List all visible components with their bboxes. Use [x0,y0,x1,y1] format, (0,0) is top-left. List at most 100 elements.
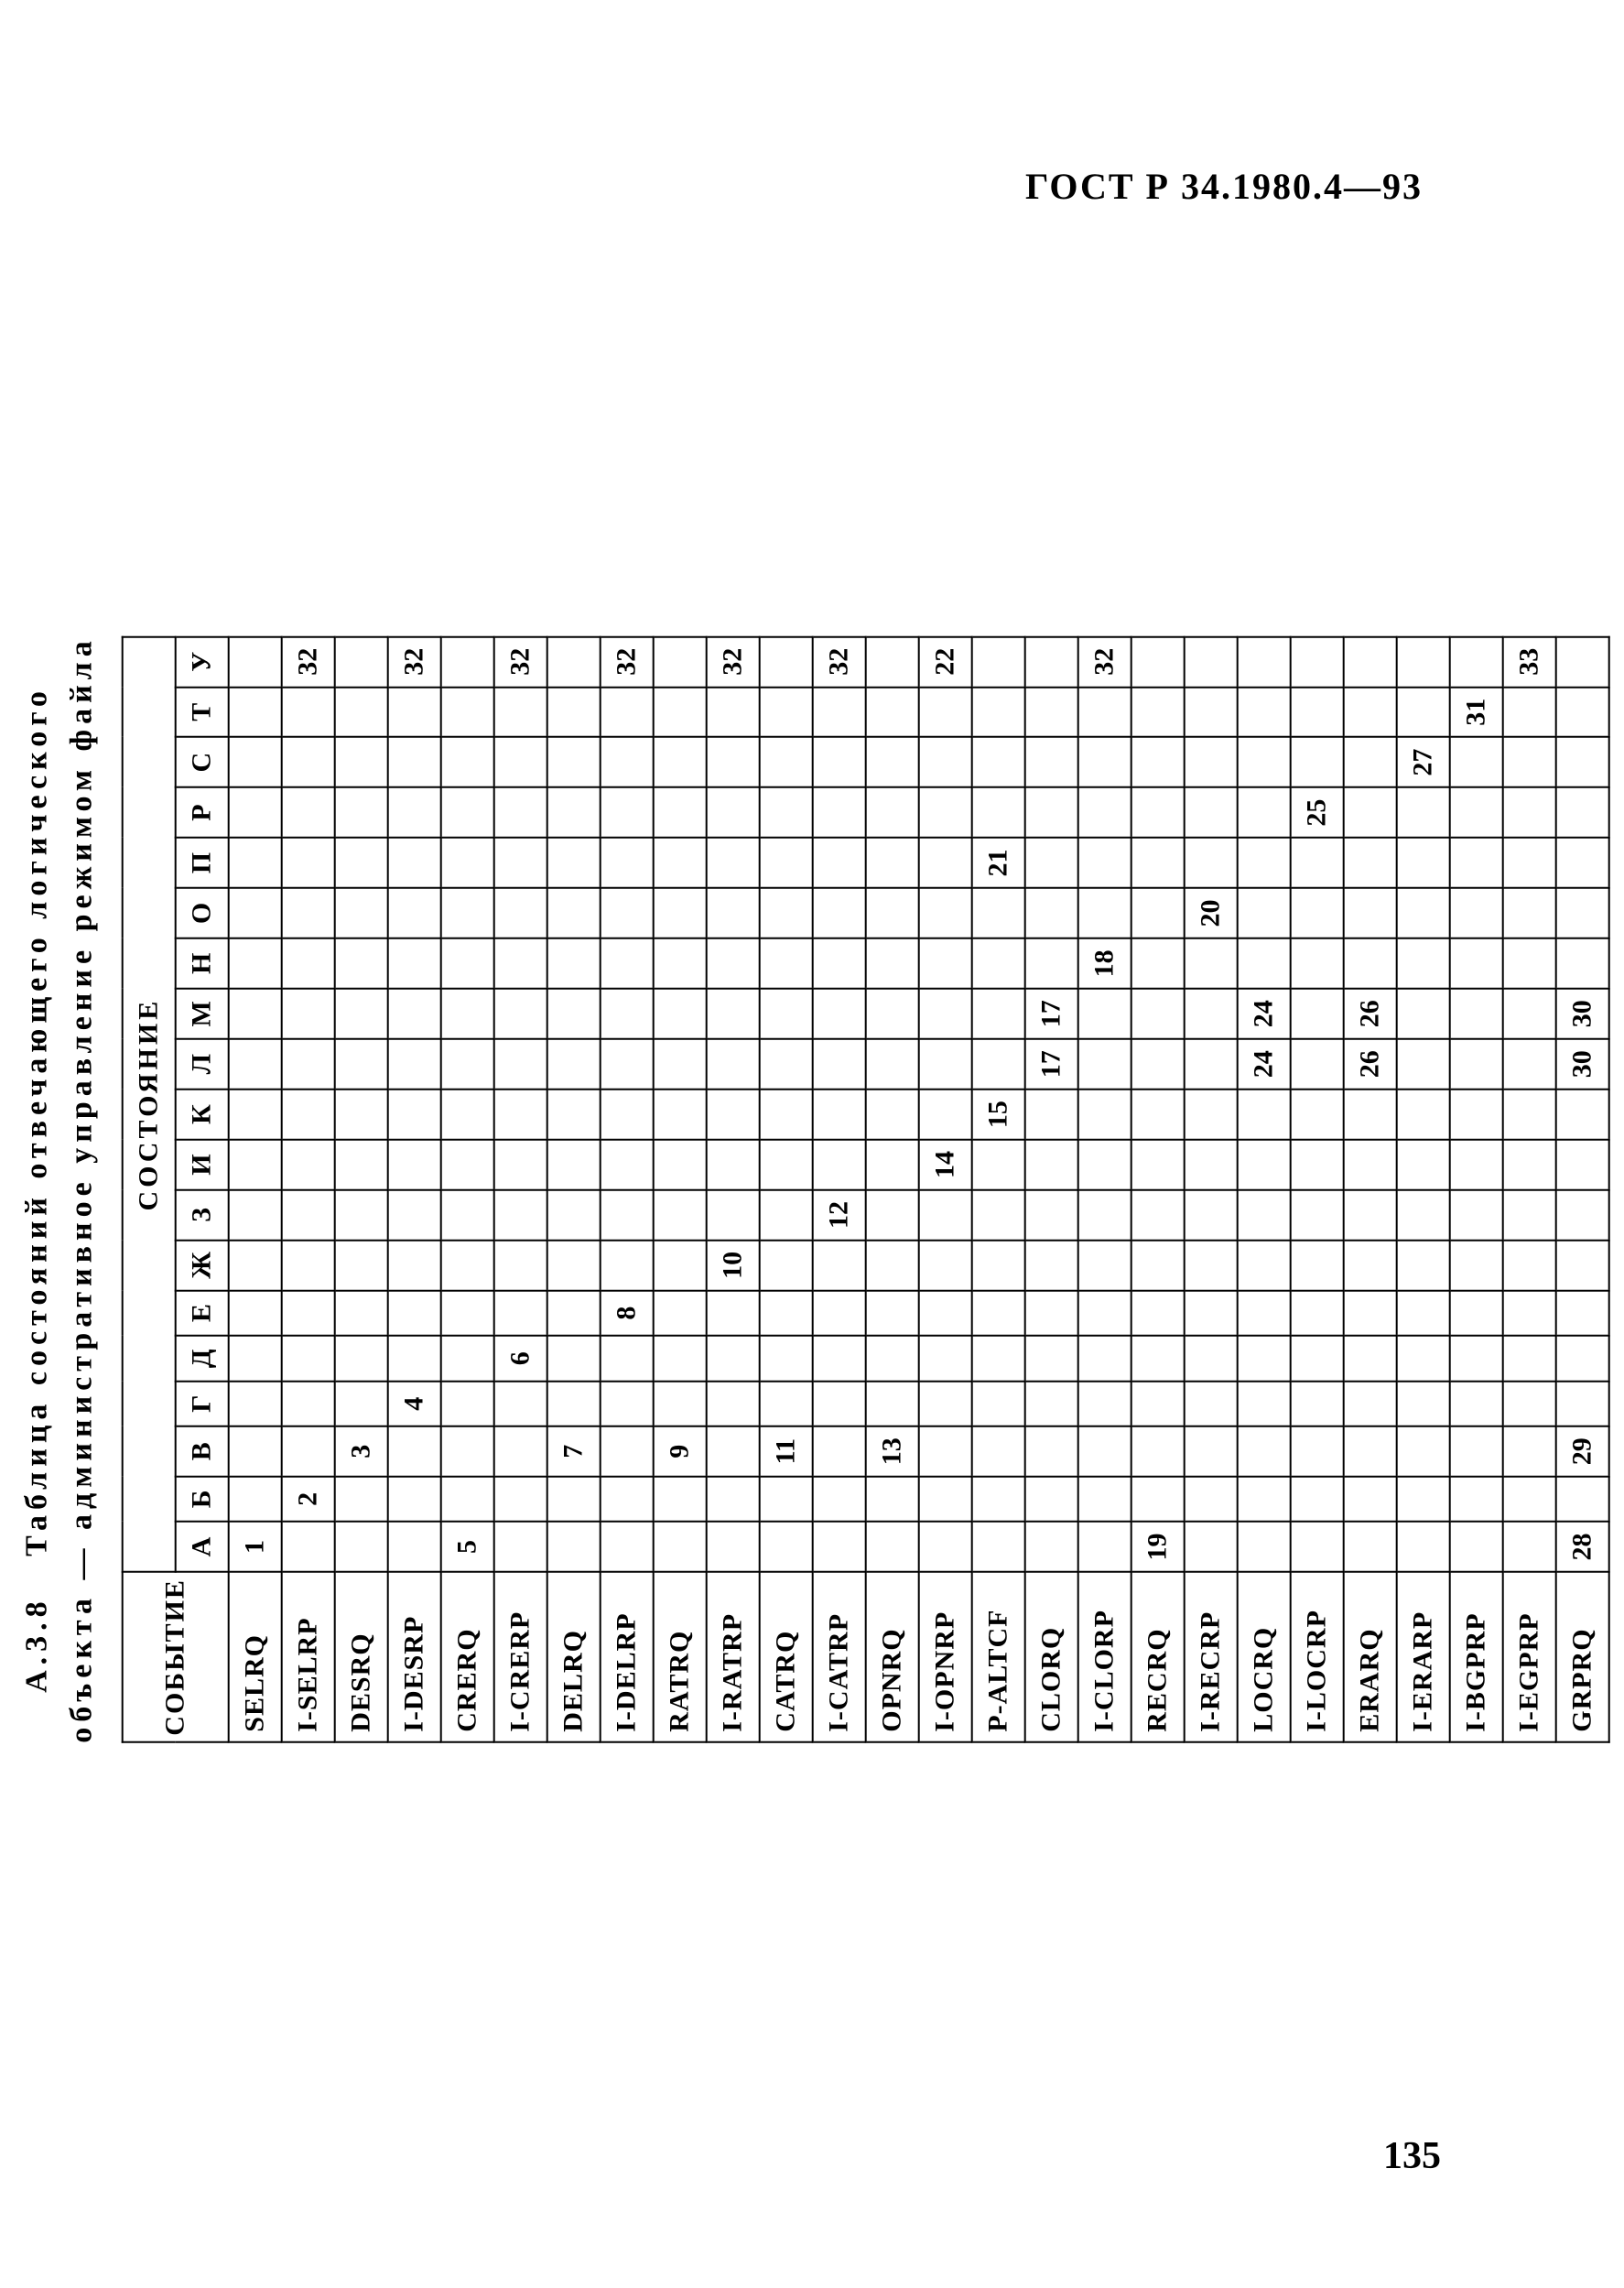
state-cell [653,1140,706,1190]
state-cell [281,1291,334,1337]
state-cell [493,1039,547,1090]
state-cell [1077,1426,1131,1477]
state-cell: 14 [918,1140,971,1190]
state-cell [865,637,918,688]
title-line-2: объекта — административное управление ре… [65,636,99,1743]
event-cell: OPNRQ [865,1572,918,1742]
state-cell [918,938,971,989]
state-cell [1184,1190,1237,1241]
state-cell: 24 [1237,989,1290,1039]
state-cell [812,1090,865,1140]
state-cell [865,688,918,738]
event-cell: I-DESRP [387,1572,440,1742]
state-cell [1396,1039,1449,1090]
state-cell [1237,938,1290,989]
state-cell [1449,1291,1502,1337]
state-cell [1343,637,1396,688]
state-cell [547,839,600,889]
state-cell: 12 [812,1190,865,1241]
table-row: I-SELRP232 [281,637,334,1742]
state-cell [440,1477,493,1522]
state-cell [1024,938,1077,989]
state-cell [653,738,706,788]
state-cell [812,688,865,738]
state-cell: 27 [1396,738,1449,788]
state-cell [387,938,440,989]
state-cell [1290,1039,1343,1090]
state-cell [918,1523,971,1573]
state-cell [1131,738,1184,788]
state-cell [759,1477,812,1522]
state-cell [971,738,1024,788]
state-cell [440,738,493,788]
state-cell [1555,839,1608,889]
state-cell [1290,1382,1343,1426]
state-cell [1290,1477,1343,1522]
state-cell [334,637,387,688]
state-cell [440,1241,493,1291]
table-row: DESRQ3 [334,637,387,1742]
state-cell [600,1382,653,1426]
state-cell [334,1382,387,1426]
state-cell [759,1140,812,1190]
table-row: I-ERARP27 [1396,637,1449,1742]
state-cell [440,839,493,889]
state-cell [1131,1241,1184,1291]
event-cell: CATRQ [759,1572,812,1742]
state-cell [1502,839,1555,889]
state-cell [281,1523,334,1573]
state-cell [971,989,1024,1039]
state-cell [1237,1426,1290,1477]
state-cell [334,1190,387,1241]
state-cell: 17 [1024,1039,1077,1090]
state-cell [547,688,600,738]
col-header-10: Л [175,1039,228,1090]
state-cell [1131,1090,1184,1140]
state-cell [1077,1190,1131,1241]
state-cell [759,938,812,989]
state-cell [1184,1241,1237,1291]
state-cell [1396,1241,1449,1291]
state-cell [1502,1523,1555,1573]
state-cell [1343,788,1396,839]
state-cell: 10 [706,1241,759,1291]
state-cell [334,888,387,938]
state-cell [493,1090,547,1140]
state-cell [812,788,865,839]
state-cell [1555,1190,1608,1241]
state-cell [440,1090,493,1140]
table-row: P-ALTCF1521 [971,637,1024,1742]
state-cell [1184,738,1237,788]
event-cell: I-LOCRP [1290,1572,1343,1742]
state-cell [1555,688,1608,738]
state-cell [600,1241,653,1291]
state-cell [812,1336,865,1382]
state-cell [865,839,918,889]
state-cell: 3 [334,1426,387,1477]
state-cell [1077,1241,1131,1291]
state-cell [1131,1140,1184,1190]
event-cell: I-RECRP [1184,1572,1237,1742]
state-cell [1396,688,1449,738]
state-cell [387,989,440,1039]
state-cell: 22 [918,637,971,688]
state-cell [1024,1426,1077,1477]
state-cell [1237,1140,1290,1190]
state-cell [1024,1140,1077,1190]
state-cell [493,1241,547,1291]
state-cell [493,1382,547,1426]
state-cell [1449,1382,1502,1426]
state-cell [440,1291,493,1337]
state-cell [1024,788,1077,839]
state-cell [865,1382,918,1426]
state-cell [759,888,812,938]
state-cell [1449,989,1502,1039]
state-cell [918,839,971,889]
state-cell [1077,688,1131,738]
state-cell [1396,1477,1449,1522]
state-cell [706,839,759,889]
state-cell [228,1241,281,1291]
state-cell [1184,1382,1237,1426]
state-cell: 19 [1131,1523,1184,1573]
col-header-15: Р [175,788,228,839]
